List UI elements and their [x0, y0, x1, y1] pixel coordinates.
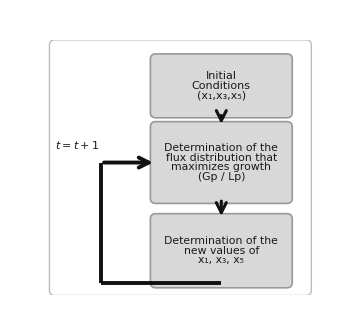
Text: x₁, x₃, x₅: x₁, x₃, x₅: [199, 255, 244, 266]
FancyBboxPatch shape: [49, 40, 312, 295]
FancyBboxPatch shape: [150, 214, 292, 288]
Text: (Gp / Lp): (Gp / Lp): [197, 172, 245, 182]
Text: maximizes growth: maximizes growth: [171, 162, 271, 172]
Text: Initial: Initial: [206, 71, 237, 81]
FancyBboxPatch shape: [150, 54, 292, 118]
Text: Determination of the: Determination of the: [164, 143, 278, 153]
Text: flux distribution that: flux distribution that: [166, 153, 277, 163]
Text: Determination of the: Determination of the: [164, 236, 278, 246]
FancyBboxPatch shape: [150, 122, 292, 204]
Text: (x₁,x₃,x₅): (x₁,x₃,x₅): [197, 91, 246, 101]
Text: new values of: new values of: [184, 246, 259, 256]
Text: $t = t + 1$: $t = t + 1$: [55, 139, 99, 151]
Text: Conditions: Conditions: [192, 81, 251, 91]
